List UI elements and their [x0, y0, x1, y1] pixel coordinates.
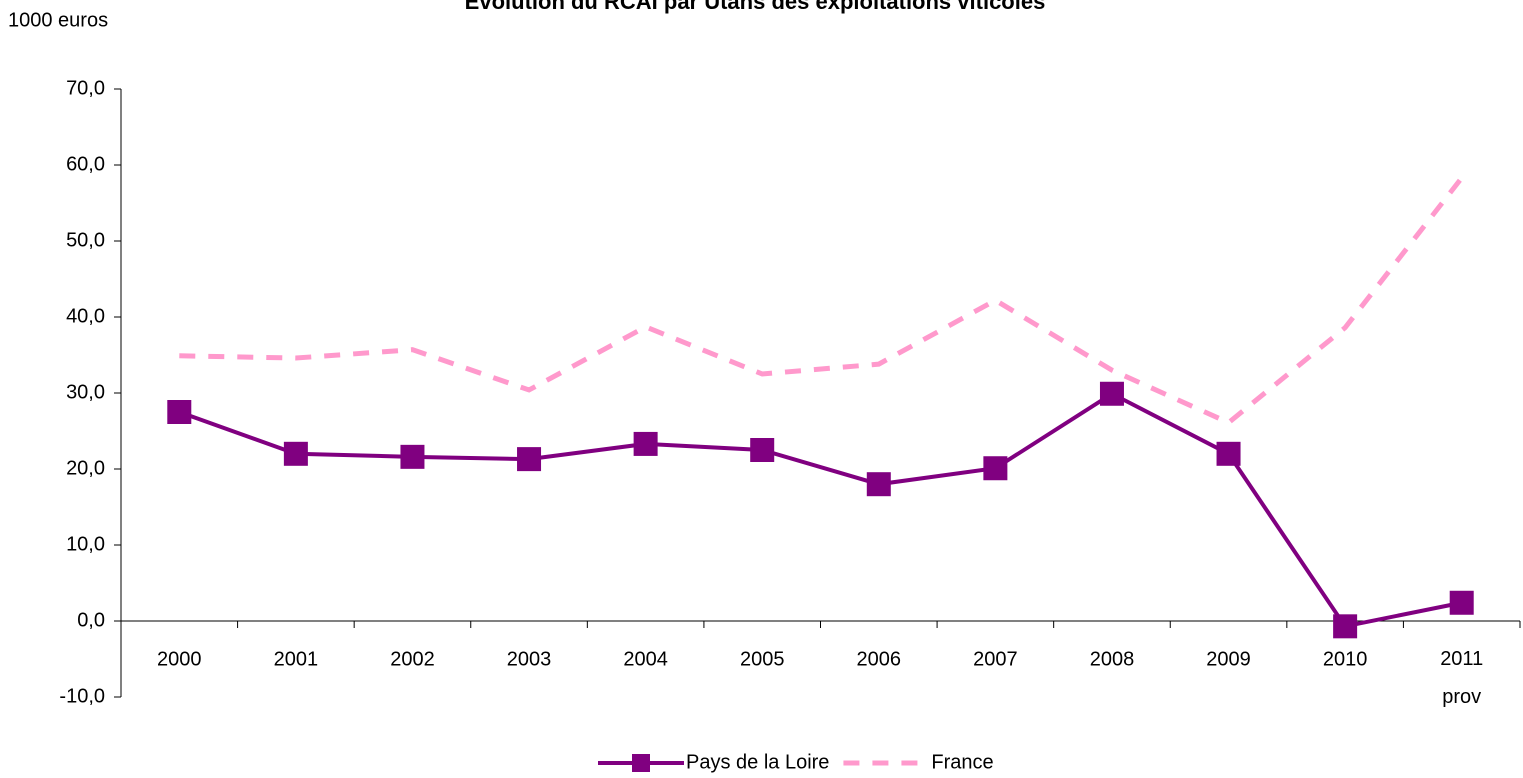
- y-tick-label: 40,0: [66, 305, 105, 327]
- x-tick-label: 2011 prov: [1440, 648, 1483, 708]
- y-tick-label: 10,0: [66, 533, 105, 555]
- legend-label: Pays de la Loire: [686, 751, 829, 773]
- line-0: [178, 391, 1463, 629]
- y-axis-unit: 1000 euros: [8, 9, 108, 31]
- x-tick-label: 2005: [740, 648, 785, 670]
- marker: [750, 438, 775, 462]
- y-tick-label: -10,0: [59, 685, 105, 707]
- y-tick-label: 20,0: [66, 457, 105, 479]
- marker: [283, 441, 308, 466]
- marker: [517, 447, 542, 472]
- x-tick-label: 2007: [973, 648, 1018, 670]
- chart-title: Evolution du RCAI par Utans des exploita…: [465, 0, 1046, 14]
- legend-marker: [632, 754, 650, 772]
- y-tick-label: 0,0: [77, 609, 105, 631]
- x-tick-label: 2006: [857, 648, 902, 670]
- marker: [167, 400, 192, 424]
- x-tick-label: 2008: [1090, 648, 1135, 670]
- x-tick-label: 2001: [274, 648, 319, 670]
- x-tick-label: 2004: [623, 648, 668, 670]
- marker: [633, 431, 658, 456]
- marker: [983, 456, 1008, 481]
- x-tick-label: 2010: [1323, 648, 1368, 670]
- y-tick-label: 60,0: [66, 153, 105, 175]
- x-tick-label: 2009: [1206, 648, 1251, 670]
- marker: [866, 472, 891, 497]
- marker: [400, 444, 425, 469]
- marker: [1449, 590, 1474, 615]
- marker: [1333, 614, 1358, 639]
- marker: [1099, 381, 1124, 406]
- x-tick-label: 2003: [507, 648, 552, 670]
- legend-label: France: [931, 751, 993, 773]
- line-1: [179, 176, 1464, 426]
- y-tick-label: 50,0: [66, 229, 105, 251]
- x-tick-label: 2000: [157, 648, 202, 670]
- y-tick-label: 70,0: [66, 77, 105, 99]
- marker: [1216, 441, 1241, 466]
- y-tick-label: 30,0: [66, 381, 105, 403]
- x-tick-label: 2002: [390, 648, 435, 670]
